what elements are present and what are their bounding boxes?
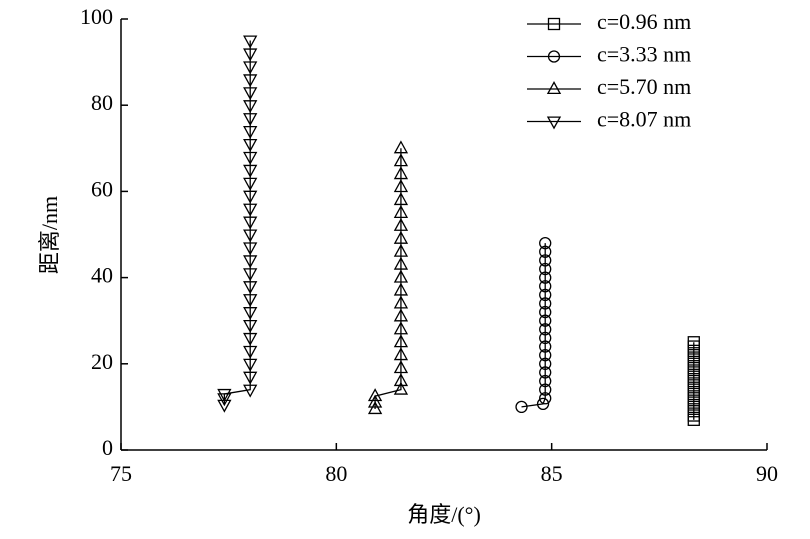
legend-marker [546, 116, 562, 130]
data-point [393, 230, 409, 244]
data-point [539, 383, 552, 396]
data-point [539, 280, 552, 293]
data-point [243, 126, 258, 140]
data-point [393, 205, 409, 219]
data-point [243, 203, 258, 217]
data-point [393, 295, 409, 309]
legend-label: c=8.07 nm [597, 107, 691, 132]
data-point [393, 217, 409, 231]
data-point [243, 255, 258, 269]
data-point [393, 166, 409, 180]
data-point [243, 345, 258, 359]
data-point [243, 61, 258, 75]
data-point [217, 388, 232, 402]
legend-label: c=0.96 nm [597, 9, 691, 34]
data-point [393, 256, 409, 270]
data-point [243, 229, 258, 243]
data-point [539, 254, 552, 267]
data-point [539, 262, 552, 276]
data-point [393, 243, 409, 257]
data-point [393, 334, 409, 348]
data-point [539, 331, 552, 345]
x-tick-label: 75 [110, 461, 132, 486]
y-axis-label: 距离/nm [37, 196, 62, 274]
y-tick-label: 100 [80, 4, 113, 29]
data-point [393, 179, 409, 193]
data-point [393, 308, 409, 322]
data-point [243, 74, 258, 88]
series-line [223, 40, 251, 405]
data-point [243, 151, 258, 165]
data-point [217, 393, 232, 407]
data-point [393, 347, 409, 361]
data-point [393, 140, 409, 154]
data-point [393, 269, 409, 283]
data-point [243, 216, 258, 230]
legend-marker [547, 50, 561, 63]
data-point [539, 236, 552, 250]
data-point [539, 245, 552, 258]
data-point [539, 314, 552, 327]
data-point [243, 48, 258, 62]
data-point [243, 242, 258, 256]
data-point [243, 371, 258, 385]
data-point [367, 394, 383, 408]
legend-label: c=5.70 nm [597, 74, 691, 99]
data-point [393, 192, 409, 206]
data-point [393, 373, 409, 387]
data-point [243, 87, 258, 101]
legend-marker [546, 81, 562, 95]
data-point [539, 357, 552, 370]
data-point [243, 100, 258, 114]
data-point [243, 281, 258, 295]
data-point [243, 319, 258, 333]
y-tick-label: 0 [102, 435, 113, 460]
y-tick-label: 80 [91, 90, 113, 115]
y-tick-label: 60 [91, 176, 113, 201]
data-point [539, 297, 552, 310]
data-point [243, 190, 258, 204]
data-point [687, 336, 700, 349]
data-point [539, 340, 552, 353]
data-point [539, 349, 552, 362]
y-tick-label: 20 [91, 349, 113, 374]
data-point [539, 271, 552, 284]
data-point [243, 268, 258, 282]
data-point [243, 164, 258, 178]
data-point [367, 388, 383, 402]
data-point [243, 384, 258, 398]
data-point [243, 35, 258, 49]
data-point [539, 374, 552, 388]
data-point [515, 400, 528, 414]
data-point [243, 138, 258, 152]
data-point [243, 177, 258, 191]
data-point [393, 321, 409, 335]
data-point [367, 401, 383, 415]
data-point [536, 397, 550, 411]
x-tick-label: 85 [541, 461, 563, 486]
legend-label: c=3.33 nm [597, 42, 691, 67]
x-tick-label: 80 [325, 461, 347, 486]
data-point [539, 392, 552, 405]
x-tick-label: 90 [756, 461, 778, 486]
data-point [393, 381, 409, 395]
data-point [393, 282, 409, 296]
data-point [393, 153, 409, 167]
data-point [243, 294, 258, 308]
data-point [539, 305, 552, 319]
data-point [243, 113, 258, 127]
data-point [243, 307, 258, 321]
y-tick-label: 40 [91, 263, 113, 288]
data-point [243, 332, 258, 346]
data-point [243, 358, 258, 372]
data-point [539, 323, 552, 336]
data-point [539, 288, 552, 301]
legend-marker [547, 17, 561, 31]
data-point [539, 366, 552, 379]
x-axis-label: 角度/(°) [407, 502, 481, 527]
data-point [393, 360, 409, 374]
